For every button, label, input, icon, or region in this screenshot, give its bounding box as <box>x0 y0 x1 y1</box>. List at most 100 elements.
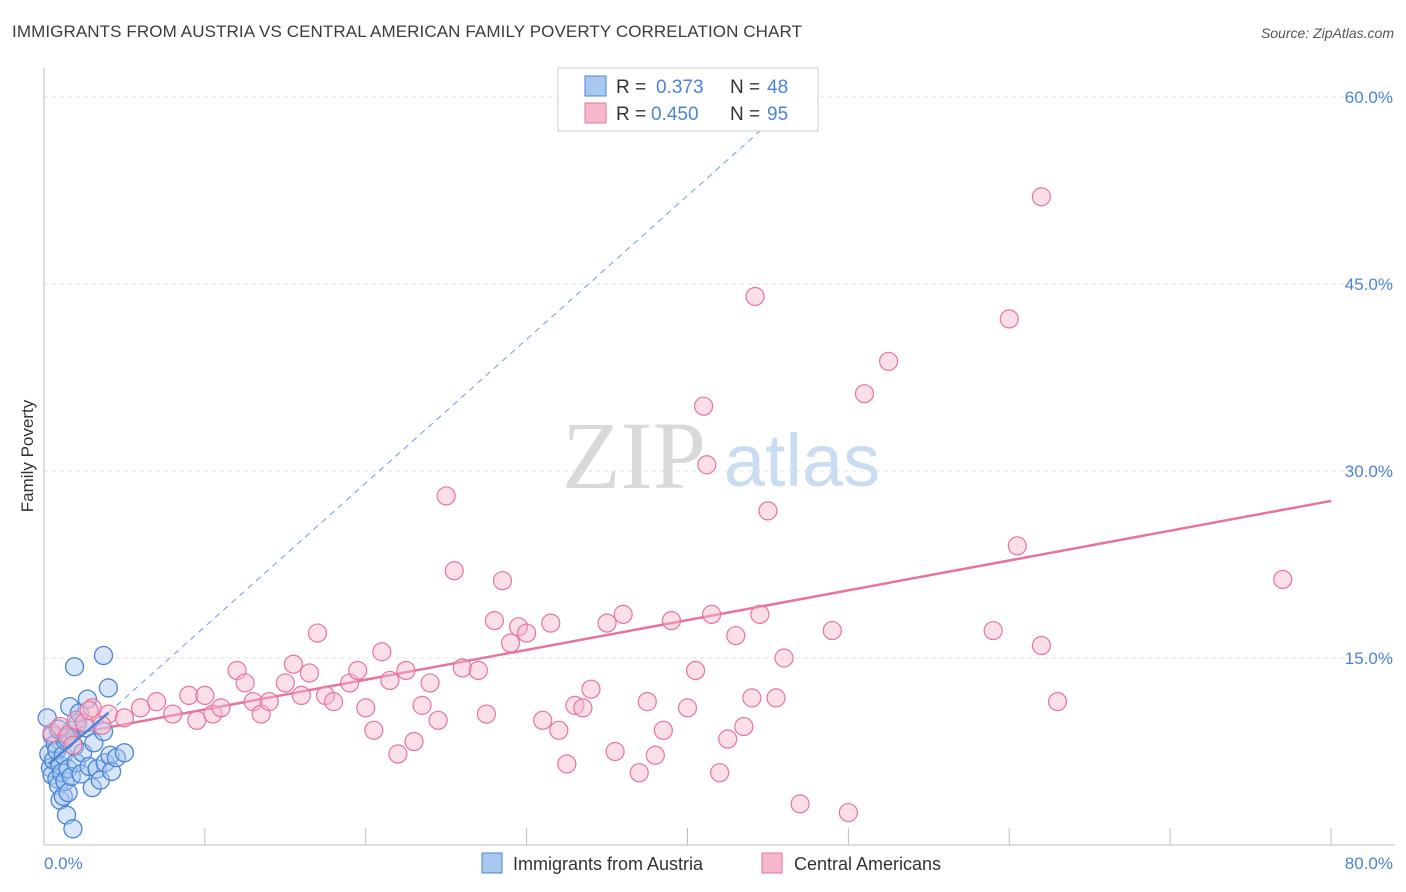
data-point-central-american <box>1031 635 1052 656</box>
data-point-central-american <box>573 698 593 718</box>
legend-label-austria: Immigrants from Austria <box>513 854 704 874</box>
data-point-central-american <box>66 710 86 730</box>
data-point-central-american <box>557 754 577 774</box>
data-point-central-american <box>259 692 279 712</box>
data-point-central-american <box>645 745 665 765</box>
data-point-austria <box>93 721 114 742</box>
data-point-austria <box>58 782 78 803</box>
data-point-central-american <box>195 685 215 706</box>
trend-line-central-americans <box>51 499 1332 740</box>
data-point-central-american <box>484 610 505 631</box>
data-point-central-american <box>1273 569 1293 590</box>
data-point-central-american <box>476 704 497 724</box>
y-tick-label: 60.0% <box>1345 88 1393 107</box>
y-tick-labels: 15.0% 30.0% 45.0% 60.0% <box>1345 88 1393 668</box>
data-point-central-american <box>637 692 657 712</box>
data-point-central-american <box>1047 692 1068 712</box>
data-point-central-american <box>774 648 794 668</box>
data-point-central-american <box>822 620 842 641</box>
data-point-central-american <box>364 720 384 740</box>
data-point-central-american <box>412 695 432 715</box>
data-point-central-american <box>629 763 649 783</box>
data-point-central-american <box>541 613 561 633</box>
data-point-central-american <box>380 670 400 691</box>
data-point-central-american <box>1007 536 1027 556</box>
data-point-central-american <box>718 729 738 749</box>
data-point-central-american <box>444 561 464 581</box>
watermark-atlas: atlas <box>724 419 880 502</box>
data-point-central-american <box>130 698 151 718</box>
data-point-central-american <box>854 384 875 404</box>
data-point-central-american <box>693 396 714 416</box>
y-tick-label: 45.0% <box>1345 275 1393 294</box>
data-point-central-american <box>710 763 730 783</box>
series-legend: Immigrants from Austria Central American… <box>481 852 941 874</box>
y-tick-label: 30.0% <box>1345 462 1393 481</box>
x-tick-label-min: 0.0% <box>44 854 83 873</box>
data-point-austria <box>98 678 118 698</box>
data-point-austria <box>55 771 75 792</box>
data-point-central-american <box>404 731 424 752</box>
data-point-central-american <box>452 658 472 678</box>
data-point-central-american <box>685 660 706 681</box>
data-point-central-american <box>468 660 488 681</box>
y-tick-label: 15.0% <box>1345 649 1393 668</box>
data-point-central-american <box>283 654 303 674</box>
data-point-central-american <box>348 660 368 681</box>
data-point-central-american <box>999 309 1019 329</box>
data-point-central-american <box>492 571 513 591</box>
data-point-central-american <box>420 673 440 693</box>
stats-r-label-pink: R = <box>616 104 646 125</box>
stats-n-value-pink: 95 <box>767 104 788 125</box>
data-point-central-american <box>79 700 99 720</box>
data-point-central-american <box>790 794 810 814</box>
grid-lines <box>44 96 1395 659</box>
data-point-central-american <box>549 720 569 740</box>
data-point-central-american <box>766 688 786 708</box>
legend-swatch-central-americans <box>761 852 783 874</box>
data-point-central-american <box>299 663 320 683</box>
data-point-central-american <box>211 698 231 718</box>
data-point-central-american <box>613 604 633 624</box>
trend-lines <box>51 109 1332 740</box>
data-point-central-american <box>697 455 717 475</box>
data-point-central-american <box>179 685 199 706</box>
data-point-central-american <box>187 710 207 730</box>
data-point-central-american <box>147 692 167 712</box>
data-point-central-american <box>275 673 295 693</box>
trend-line-austria <box>48 711 110 765</box>
data-point-central-american <box>983 620 1003 641</box>
data-point-central-american <box>742 688 762 708</box>
data-point-central-american <box>758 501 778 521</box>
stats-r-value-blue: 0.373 <box>656 77 704 98</box>
data-point-central-american <box>517 623 537 643</box>
data-point-central-american <box>597 613 617 633</box>
data-point-central-american <box>356 698 376 718</box>
data-point-central-american <box>323 692 344 712</box>
trend-line-austria-extrapolated <box>108 109 785 714</box>
data-point-central-american <box>372 642 392 662</box>
data-point-central-american <box>163 704 183 724</box>
stats-legend: R = 0.373 N = 48 R = 0.450 N = 95 <box>557 67 819 132</box>
data-point-central-american <box>114 708 135 728</box>
data-point-central-american <box>745 286 765 307</box>
data-point-central-american <box>1031 187 1052 207</box>
data-point-austria <box>64 657 85 677</box>
chart-title: IMMIGRANTS FROM AUSTRIA VS CENTRAL AMERI… <box>12 22 803 41</box>
data-point-austria <box>114 743 135 763</box>
data-point-central-american <box>581 679 601 699</box>
data-point-central-american <box>838 802 858 823</box>
stats-n-value-blue: 48 <box>767 77 788 98</box>
x-tick-marks <box>204 828 1332 845</box>
data-point-central-american <box>428 710 448 730</box>
data-point-central-american <box>396 660 416 681</box>
data-point-central-american <box>878 351 899 371</box>
data-point-central-american <box>565 695 585 715</box>
data-point-central-american <box>702 604 722 624</box>
stats-n-label-pink: N = <box>730 104 760 125</box>
data-point-central-american <box>661 610 682 631</box>
data-point-central-american <box>653 720 673 740</box>
data-point-central-american <box>388 744 408 764</box>
series-austria-points <box>37 645 135 839</box>
